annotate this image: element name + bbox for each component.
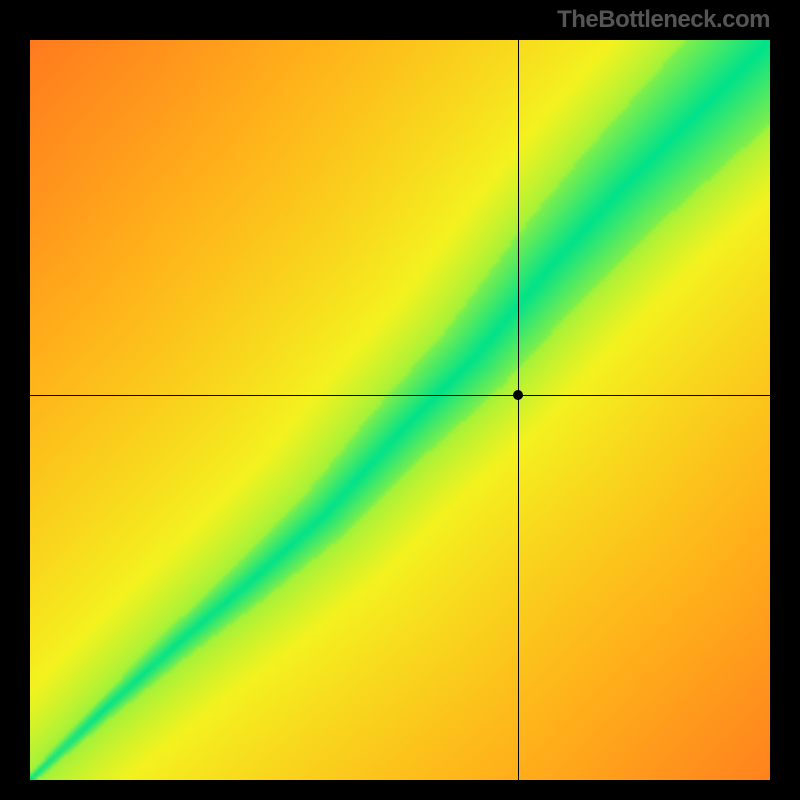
heatmap-plot-area: [30, 40, 770, 780]
watermark-text: TheBottleneck.com: [557, 6, 770, 34]
crosshair-vertical-line: [518, 40, 519, 780]
crosshair-marker-dot: [513, 390, 523, 400]
crosshair-horizontal-line: [30, 395, 770, 396]
bottleneck-heatmap-canvas: [30, 40, 770, 780]
